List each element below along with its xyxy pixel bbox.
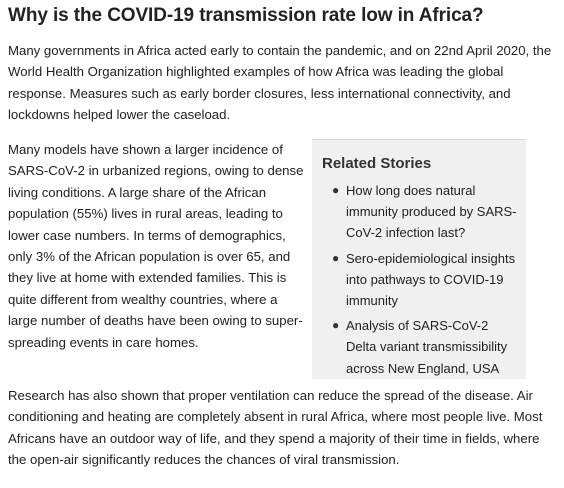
- bullet-icon: ●: [332, 250, 340, 265]
- paragraph-3: Research has also shown that proper vent…: [8, 388, 543, 468]
- related-story-label: Sero-epidemiological insights into pathw…: [346, 250, 516, 309]
- related-story-link[interactable]: ● How long does natural immunity produce…: [332, 180, 518, 244]
- related-story-label: Analysis of SARS-CoV-2 Delta variant tra…: [346, 318, 508, 376]
- related-story-link[interactable]: ● Analysis of SARS-CoV-2 Delta variant t…: [332, 315, 518, 379]
- paragraph-2: Many models have shown a larger incidenc…: [8, 142, 304, 350]
- bullet-icon: ●: [332, 183, 340, 197]
- related-story-link[interactable]: ● Sero-epidemiological insights into pat…: [332, 248, 518, 312]
- related-story-label: How long does natural immunity produced …: [346, 183, 517, 241]
- bullet-icon: ●: [332, 318, 340, 333]
- paragraph-1: Many governments in Africa acted early t…: [8, 43, 552, 123]
- related-stories-box: Related Stories ● How long does natural …: [312, 139, 526, 379]
- related-stories-heading: Related Stories: [322, 155, 432, 172]
- article-title: Why is the COVID-19 transmission rate lo…: [8, 5, 484, 26]
- related-stories-list: ● How long does natural immunity produce…: [322, 180, 518, 379]
